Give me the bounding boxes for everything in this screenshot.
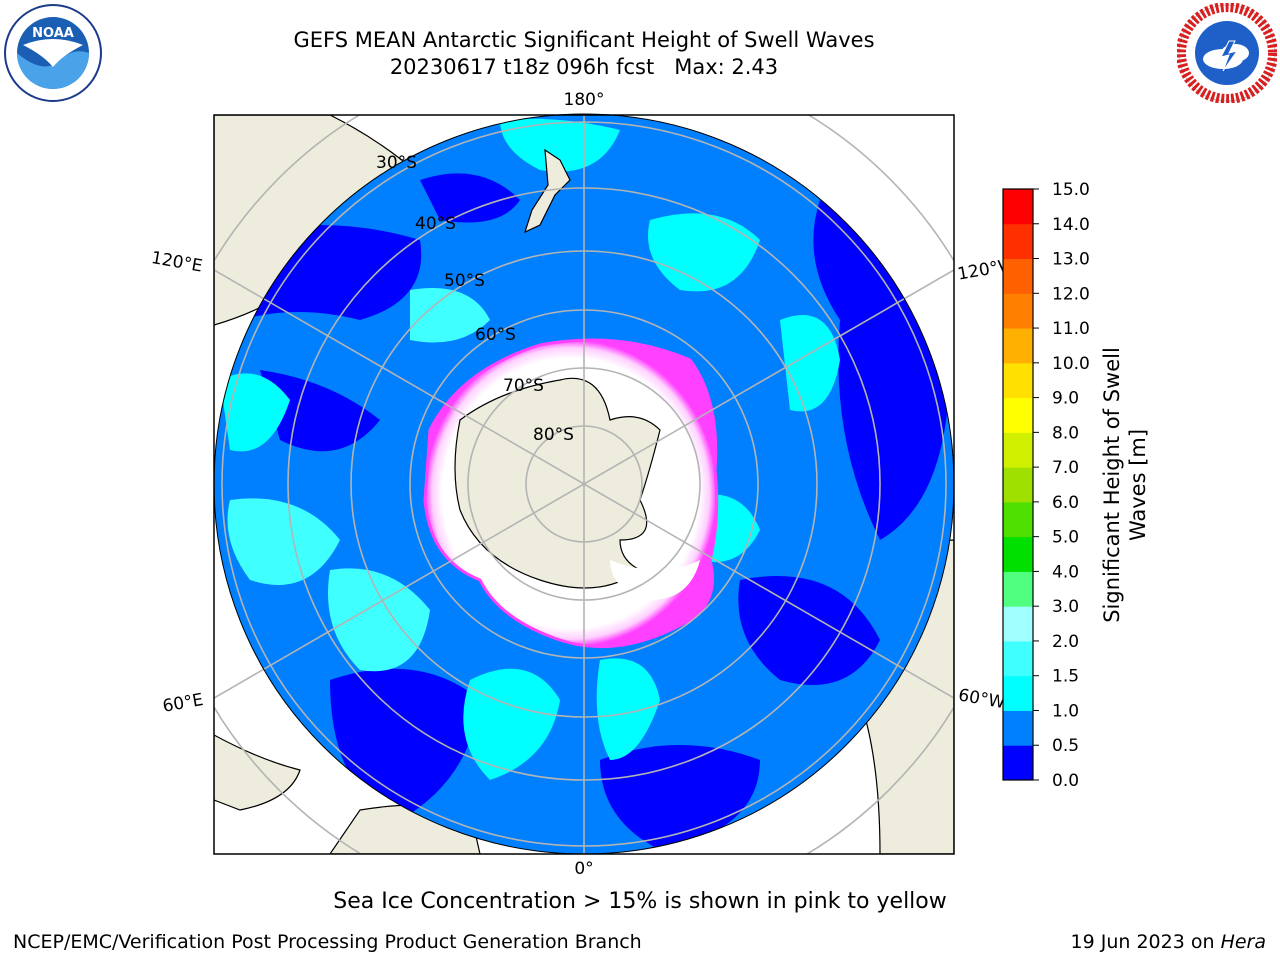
colorbar-label-line1: Significant Height of Swell xyxy=(1100,347,1124,623)
colorbar-tick-label: 3.0 xyxy=(1052,597,1079,617)
colorbar-segment xyxy=(1003,606,1033,642)
chart-subtitle: 20230617 t18z 096h fcst Max: 2.43 xyxy=(389,55,779,79)
colorbar-label: Significant Height of Swell Waves [m] xyxy=(1100,347,1150,623)
colorbar-segment xyxy=(1003,328,1033,364)
colorbar-tick-label: 0.5 xyxy=(1052,736,1079,756)
colorbar-tick-label: 5.0 xyxy=(1052,528,1079,548)
footer-machine: Hera xyxy=(1220,931,1266,953)
colorbar-segment xyxy=(1003,710,1033,746)
colorbar-segment xyxy=(1003,258,1033,294)
colorbar-segment xyxy=(1003,745,1033,781)
colorbar-tick-label: 11.0 xyxy=(1052,319,1090,339)
lon-label-60w: 60°W xyxy=(957,685,1007,713)
colorbar-tick-label: 10.0 xyxy=(1052,354,1090,374)
lon-label-0: 0° xyxy=(574,859,593,879)
graticule xyxy=(214,115,954,854)
colorbar-segment xyxy=(1003,432,1033,468)
lon-label-60e: 60°E xyxy=(161,690,205,717)
sea-ice-caption: Sea Ice Concentration > 15% is shown in … xyxy=(333,889,947,914)
colorbar-label-line2: Waves [m] xyxy=(1126,429,1150,541)
nws-logo xyxy=(1177,3,1277,103)
colorbar-segment xyxy=(1003,675,1033,711)
colorbar-tick-label: 4.0 xyxy=(1052,562,1079,582)
lon-label-180: 180° xyxy=(564,90,605,110)
colorbar-segment xyxy=(1003,501,1033,538)
colorbar-tick-label: 15.0 xyxy=(1052,180,1090,200)
colorbar-segment xyxy=(1003,189,1033,225)
colorbar-ticks: 0.0 0.5 1.0 1.5 2.0 3.0 4.0 5.0 6.0 7.0 8.0 9.0 10.0… xyxy=(1033,180,1090,791)
lat-label-70s: 70°S xyxy=(503,376,544,396)
colorbar-tick-label: 0.0 xyxy=(1052,771,1079,791)
colorbar-tick-label: 8.0 xyxy=(1052,423,1079,443)
lat-label-40s: 40°S xyxy=(415,214,456,234)
lon-label-120e: 120°E xyxy=(150,248,204,277)
colorbar-segment xyxy=(1003,362,1033,399)
colorbar-tick-label: 6.0 xyxy=(1052,493,1079,513)
noaa-logo-text: NOAA xyxy=(32,26,74,41)
footer-date-text: 19 Jun 2023 on xyxy=(1070,931,1221,953)
colorbar-segment xyxy=(1003,467,1033,503)
colorbar-tick-label: 13.0 xyxy=(1052,250,1090,270)
colorbar-segment xyxy=(1003,640,1033,677)
lat-label-30s: 30°S xyxy=(376,153,417,173)
colorbar-segment xyxy=(1003,536,1033,572)
colorbar-segment xyxy=(1003,223,1033,260)
lat-label-60s: 60°S xyxy=(475,325,516,345)
colorbar-tick-label: 14.0 xyxy=(1052,215,1090,235)
noaa-logo: NOAA xyxy=(4,4,102,102)
plot-frame xyxy=(213,114,955,855)
lat-label-50s: 50°S xyxy=(444,271,485,291)
colorbar-tick-label: 7.0 xyxy=(1052,458,1079,478)
colorbar-segment xyxy=(1003,293,1033,329)
colorbar-frame xyxy=(1002,188,1034,781)
colorbar xyxy=(1003,189,1033,781)
chart-title: GEFS MEAN Antarctic Significant Height o… xyxy=(293,28,875,52)
footer-credit: NCEP/EMC/Verification Post Processing Pr… xyxy=(13,931,642,953)
colorbar-segment xyxy=(1003,571,1033,607)
footer-date: 19 Jun 2023 on Hera xyxy=(1071,931,1266,953)
colorbar-tick-label: 1.0 xyxy=(1052,701,1079,721)
colorbar-tick-label: 1.5 xyxy=(1052,667,1079,687)
lat-label-80s: 80°S xyxy=(533,425,574,445)
colorbar-segment xyxy=(1003,397,1033,433)
colorbar-tick-label: 2.0 xyxy=(1052,632,1079,652)
colorbar-tick-label: 12.0 xyxy=(1052,284,1090,304)
colorbar-tick-label: 9.0 xyxy=(1052,389,1079,409)
